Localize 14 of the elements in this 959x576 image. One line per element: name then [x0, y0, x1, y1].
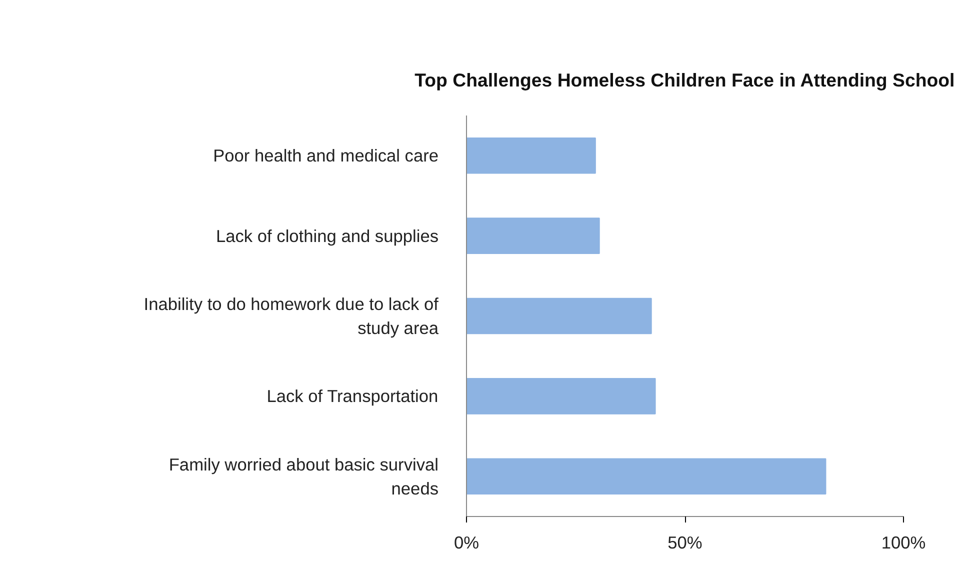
- y-tick-label: Poor health and medical care: [213, 146, 439, 166]
- bar: [466, 298, 652, 334]
- y-tick-label: Family worried about basic survival needs: [168, 454, 439, 498]
- x-tick-label: 50%: [668, 532, 702, 552]
- x-tick-label: 0%: [454, 532, 480, 552]
- y-tick-label: Inability to do homework due to lack of study area: [144, 294, 439, 338]
- y-tick-label: Lack of clothing and supplies: [216, 226, 439, 246]
- bar: [466, 458, 826, 495]
- bar: [466, 218, 600, 254]
- bar: [466, 137, 596, 174]
- bar: [466, 378, 656, 414]
- chart-title: Top Challenges Homeless Children Face in Attending School: [414, 70, 955, 90]
- y-tick-label: Lack of Transportation: [266, 386, 438, 406]
- x-tick-label: 100%: [881, 532, 926, 552]
